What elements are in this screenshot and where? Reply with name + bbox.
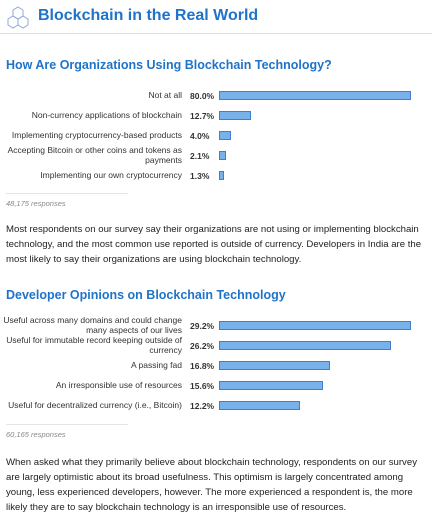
bar-track	[219, 111, 411, 120]
category-label: Implementing our own cryptocurrency	[40, 169, 182, 180]
chart-title: How Are Organizations Using Blockchain T…	[6, 58, 332, 72]
value-label: 29.2%	[190, 320, 215, 331]
responses: 60,165 responses	[6, 430, 66, 439]
bar	[219, 171, 225, 180]
bar-track	[219, 381, 411, 390]
bar	[219, 91, 411, 100]
bar-row: Non-currency applications of blockchain 1…	[0, 106, 432, 125]
bar-track	[219, 91, 411, 100]
category-label: Non-currency applications of blockchain	[31, 109, 182, 120]
category-label: A passing fad	[130, 359, 182, 370]
paragraph: When asked what they primarily believe a…	[6, 457, 417, 513]
value-label: 26.2%	[190, 340, 215, 351]
value-label: 16.8%	[190, 360, 215, 371]
value-label: 15.6%	[190, 380, 215, 391]
value-label: 12.2%	[190, 400, 215, 411]
bar-track	[219, 321, 411, 330]
category-label: Not at all	[148, 89, 182, 100]
value-label: 4.0%	[190, 130, 210, 141]
bar-track	[219, 131, 411, 140]
bar-row: Useful for immutable record keeping outs…	[0, 335, 432, 355]
bar-row: Implementing cryptocurrency-based produc…	[0, 126, 432, 145]
bar	[219, 401, 301, 410]
responses: 48,175 responses	[6, 199, 66, 208]
bar-row: Implementing our own cryptocurrency 1.3%	[0, 166, 432, 185]
bar-row: Useful across many domains and could cha…	[0, 315, 432, 335]
bar	[219, 111, 252, 120]
chart: Not at all 80.0% Non-currency applications…	[0, 86, 432, 186]
category-label: Implementing cryptocurrency-based produc…	[11, 129, 182, 140]
value-label: 80.0%	[190, 90, 215, 101]
logo-icon	[7, 6, 29, 29]
category-label: Useful for decentralized currency (i.e.,…	[8, 399, 182, 410]
page-title: Blockchain in the Real World	[38, 7, 259, 24]
paragraph: Most respondents on our survey say their…	[6, 224, 422, 265]
bar	[219, 341, 392, 350]
value-label: 1.3%	[190, 170, 210, 181]
bar	[219, 361, 331, 370]
bar-track	[219, 361, 411, 370]
bar-track	[219, 171, 411, 180]
bar-row: Useful for decentralized currency (i.e.,…	[0, 396, 432, 415]
chart-title: Developer Opinions on Blockchain Technol…	[6, 288, 286, 302]
bar	[219, 151, 226, 160]
bar-row: An irresponsible use of resources 15.6%	[0, 376, 432, 395]
category-label: Accepting Bitcoin or other coins and tok…	[7, 145, 182, 165]
category-label: Useful across many domains and could cha…	[3, 315, 182, 335]
bar-row: A passing fad 16.8%	[0, 356, 432, 375]
bar	[219, 381, 323, 390]
category-label: An irresponsible use of resources	[55, 379, 182, 390]
bar-track	[219, 151, 411, 160]
bar-row: Not at all 80.0%	[0, 86, 432, 105]
bar-track	[219, 401, 411, 410]
value-label: 12.7%	[190, 110, 215, 121]
bar	[219, 321, 411, 330]
category-label: Useful for immutable record keeping outs…	[6, 335, 182, 355]
value-label: 2.1%	[190, 150, 210, 161]
chart: Useful across many domains and could cha…	[0, 315, 432, 416]
divider	[6, 193, 128, 194]
divider	[0, 33, 432, 34]
bar	[219, 131, 231, 140]
bar-row: Accepting Bitcoin or other coins and tok…	[0, 145, 432, 165]
bar-track	[219, 341, 411, 350]
divider	[6, 424, 128, 425]
